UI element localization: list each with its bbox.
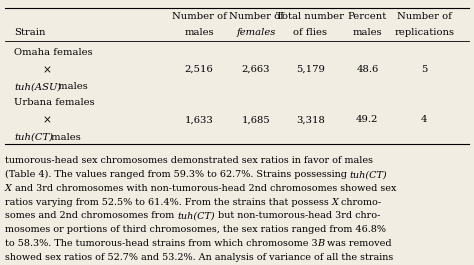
Text: to 58.3%. The tumorous-head strains from which chromosome 3: to 58.3%. The tumorous-head strains from…	[5, 239, 318, 248]
Text: males: males	[55, 82, 87, 91]
Text: 5: 5	[421, 65, 428, 74]
Text: males: males	[184, 28, 214, 37]
Text: 2,663: 2,663	[242, 65, 270, 74]
Text: somes and 2nd chromosomes from: somes and 2nd chromosomes from	[5, 211, 177, 220]
Text: 4: 4	[421, 115, 428, 124]
Text: Number of: Number of	[172, 12, 227, 21]
Text: Urbana females: Urbana females	[14, 98, 95, 107]
Text: Strain: Strain	[14, 28, 46, 37]
Text: chromo-: chromo-	[338, 198, 382, 207]
Text: replications: replications	[394, 28, 454, 37]
Text: and 3rd chromosomes with non-tumorous-head 2nd chromosomes showed sex: and 3rd chromosomes with non-tumorous-he…	[12, 184, 396, 193]
Text: X: X	[5, 184, 12, 193]
Text: tuh(ASU): tuh(ASU)	[14, 82, 62, 91]
Text: ratios varying from 52.5% to 61.4%. From the strains that possess: ratios varying from 52.5% to 61.4%. From…	[5, 198, 331, 207]
Text: tumorous-head sex chromosomes demonstrated sex ratios in favor of males: tumorous-head sex chromosomes demonstrat…	[5, 156, 373, 165]
Text: males: males	[48, 132, 81, 142]
Text: Number of: Number of	[228, 12, 283, 21]
Text: 48.6: 48.6	[356, 65, 378, 74]
Text: females: females	[236, 28, 276, 37]
Text: 49.2: 49.2	[356, 115, 379, 124]
Text: males: males	[353, 28, 382, 37]
Text: mosomes or portions of third chromosomes, the sex ratios ranged from 46.8%: mosomes or portions of third chromosomes…	[5, 225, 386, 234]
Text: 2,516: 2,516	[185, 65, 213, 74]
Text: X: X	[331, 198, 338, 207]
Text: was removed: was removed	[325, 239, 392, 248]
Text: but non-tumorous-head 3rd chro-: but non-tumorous-head 3rd chro-	[215, 211, 380, 220]
Text: showed sex ratios of 52.7% and 53.2%. An analysis of variance of all the strains: showed sex ratios of 52.7% and 53.2%. An…	[5, 253, 393, 262]
Text: Percent: Percent	[348, 12, 387, 21]
Text: ×: ×	[43, 65, 52, 75]
Text: ×: ×	[43, 115, 52, 125]
Text: 3,318: 3,318	[296, 115, 325, 124]
Text: 1,685: 1,685	[242, 115, 270, 124]
Text: (Table 4). The values ranged from 59.3% to 62.7%. Strains possessing: (Table 4). The values ranged from 59.3% …	[5, 170, 350, 179]
Text: 1,633: 1,633	[185, 115, 213, 124]
Text: of flies: of flies	[293, 28, 328, 37]
Text: Omaha females: Omaha females	[14, 48, 93, 57]
Text: tuh(CT): tuh(CT)	[177, 211, 215, 220]
Text: 5,179: 5,179	[296, 65, 325, 74]
Text: tuh(CT): tuh(CT)	[350, 170, 387, 179]
Text: Total number: Total number	[276, 12, 345, 21]
Text: B: B	[318, 239, 325, 248]
Text: Number of: Number of	[397, 12, 452, 21]
Text: tuh(CT): tuh(CT)	[14, 132, 53, 142]
